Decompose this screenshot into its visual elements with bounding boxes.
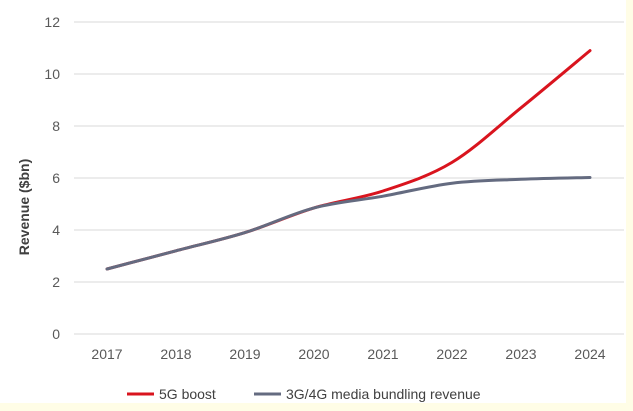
y-tick-label: 0 — [52, 326, 60, 342]
x-tick-label: 2019 — [229, 346, 260, 362]
x-tick-label: 2022 — [436, 346, 467, 362]
page-border-strip — [0, 403, 633, 411]
legend: 5G boost 3G/4G media bundling revenue — [127, 386, 481, 402]
gridlines — [74, 21, 624, 335]
x-tick-label: 2018 — [160, 346, 191, 362]
x-tick-label: 2017 — [91, 346, 122, 362]
y-tick-label: 8 — [52, 118, 60, 134]
x-tick-label: 2020 — [298, 346, 329, 362]
y-axis-title: Revenue ($bn) — [16, 159, 32, 255]
series-lines — [105, 49, 592, 271]
x-tick-label: 2024 — [574, 346, 605, 362]
legend-label: 3G/4G media bundling revenue — [286, 386, 481, 402]
y-axis-ticks: 0 2 4 6 8 10 12 — [44, 14, 60, 342]
x-tick-label: 2021 — [367, 346, 398, 362]
x-axis-ticks: 2017 2018 2019 2020 2021 2022 2023 2024 — [91, 346, 605, 362]
y-tick-label: 4 — [52, 222, 60, 238]
legend-label: 5G boost — [159, 386, 216, 402]
y-tick-label: 12 — [44, 14, 60, 30]
y-tick-label: 2 — [52, 274, 60, 290]
page-right-strip — [626, 0, 633, 411]
x-tick-label: 2023 — [505, 346, 536, 362]
series-line-1 — [105, 175, 592, 271]
y-tick-label: 6 — [52, 170, 60, 186]
y-tick-label: 10 — [44, 66, 60, 82]
